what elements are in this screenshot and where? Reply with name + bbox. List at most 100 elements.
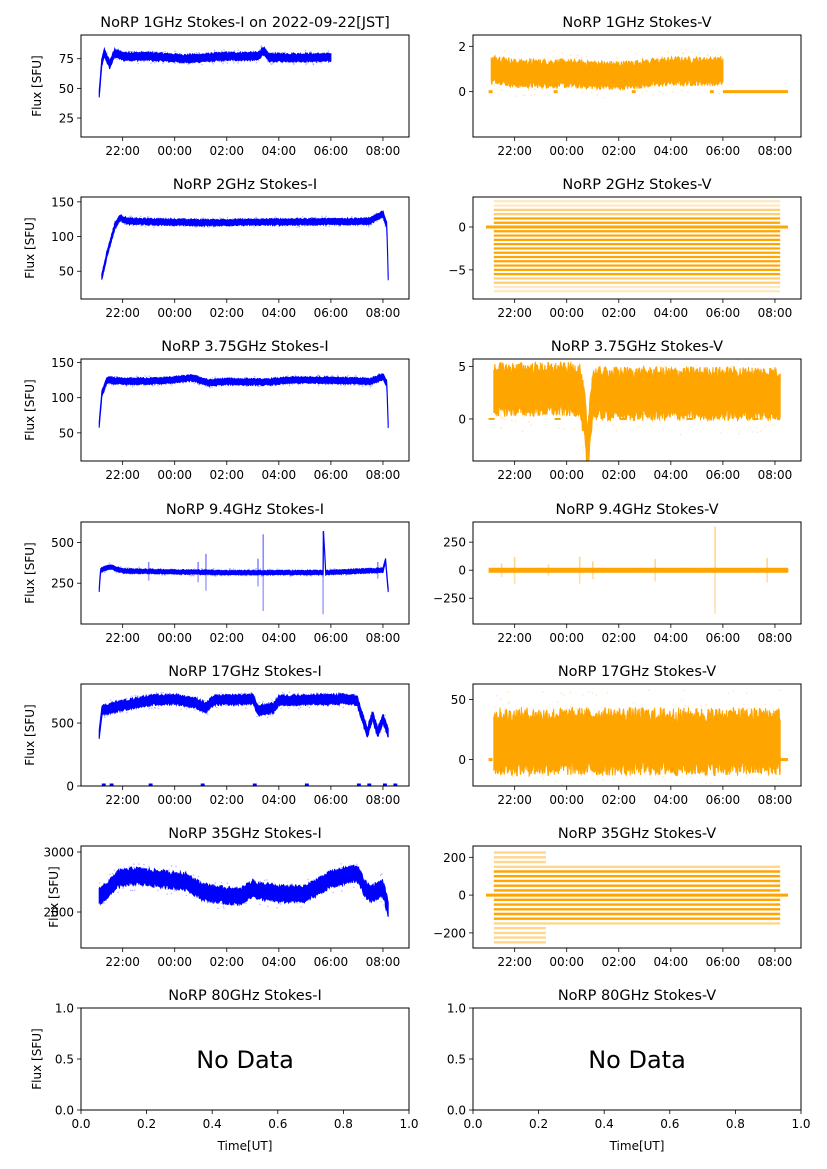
- data-point: [354, 374, 357, 377]
- data-point: [128, 215, 131, 218]
- data-point: [138, 53, 141, 55]
- data-point: [591, 91, 593, 94]
- data-point: [306, 575, 308, 577]
- data-point: [161, 59, 163, 62]
- data-point: [106, 708, 109, 711]
- data-point: [722, 355, 724, 357]
- data-point: [224, 60, 227, 62]
- data-point: [630, 711, 633, 714]
- data-point: [162, 62, 164, 65]
- data-point: [148, 865, 150, 868]
- data-point: [305, 52, 308, 54]
- data-point: [232, 696, 235, 699]
- data-point: [220, 692, 222, 694]
- data-point: [755, 426, 758, 429]
- data-point: [369, 386, 372, 388]
- data-point: [612, 711, 615, 714]
- x-tick-label: 02:00: [209, 468, 244, 482]
- data-point: [753, 363, 755, 366]
- data-point: [381, 897, 384, 900]
- data-point: [308, 706, 311, 709]
- data-point: [346, 877, 348, 879]
- data-point: [561, 711, 563, 714]
- data-point: [658, 90, 660, 92]
- plot-area: [488, 355, 788, 461]
- data-point: [383, 904, 385, 906]
- data-point: [259, 569, 261, 572]
- panel-title: NoRP 17GHz Stokes-I: [168, 664, 322, 680]
- data-point: [353, 383, 355, 386]
- data-point: [280, 693, 283, 696]
- data-point: [306, 382, 309, 385]
- data-point: [271, 570, 274, 572]
- data-point: [314, 695, 316, 698]
- data-point: [262, 574, 265, 577]
- data-point: [674, 355, 676, 357]
- data-point: [301, 216, 304, 218]
- data-point: [103, 571, 106, 573]
- y-axis-label: Flux [SFU]: [23, 217, 37, 278]
- data-point: [166, 893, 168, 895]
- data-point: [109, 565, 111, 568]
- data-point: [504, 747, 507, 750]
- x-tick-label: 00:00: [549, 793, 584, 807]
- data-point: [209, 573, 212, 576]
- data-point: [385, 221, 388, 224]
- data-point: [642, 759, 645, 762]
- data-point: [144, 699, 147, 702]
- data-point: [124, 567, 127, 569]
- data-point: [707, 751, 710, 753]
- x-tick-label: 04:00: [654, 144, 689, 158]
- data-point: [109, 64, 112, 66]
- plot-area: [101, 210, 389, 281]
- data-point: [384, 905, 386, 908]
- data-point: [655, 60, 657, 63]
- data-point: [236, 219, 238, 222]
- data-point: [257, 709, 260, 712]
- x-tick-label: 08:00: [758, 468, 793, 482]
- data-point: [627, 78, 630, 80]
- data-point: [274, 892, 277, 895]
- data-point: [100, 719, 103, 721]
- axes-frame: [472, 521, 802, 625]
- data-point: [760, 749, 763, 751]
- data-point: [245, 707, 247, 709]
- data-point: [381, 217, 383, 220]
- data-point: [340, 890, 343, 892]
- data-point: [298, 884, 300, 887]
- data-point: [304, 220, 306, 222]
- data-point: [282, 383, 285, 386]
- data-point: [265, 55, 268, 58]
- data-point: [281, 700, 284, 702]
- data-point: [352, 567, 355, 570]
- data-point: [248, 223, 250, 225]
- data-point: [244, 376, 247, 379]
- data-point: [357, 378, 360, 380]
- data-point: [194, 709, 196, 711]
- data-point: [230, 56, 232, 59]
- data-point: [581, 91, 584, 93]
- data-point: [548, 722, 550, 725]
- data-point: [253, 226, 255, 228]
- data-point: [329, 568, 331, 570]
- data-point: [731, 414, 734, 417]
- data-point: [603, 87, 606, 89]
- data-point: [579, 74, 582, 76]
- data-point: [285, 225, 287, 227]
- x-tick-label: 00:00: [157, 631, 192, 645]
- data-point: [140, 703, 142, 705]
- data-point: [692, 368, 695, 371]
- data-point: [125, 711, 128, 714]
- data-point: [118, 699, 121, 702]
- data-point: [211, 574, 214, 576]
- data-point: [558, 389, 560, 392]
- data-point: [639, 733, 642, 736]
- data-point: [258, 702, 260, 704]
- y-tick-label: 50: [59, 82, 74, 96]
- data-point: [293, 63, 295, 66]
- data-point: [527, 410, 530, 413]
- data-point: [268, 569, 270, 572]
- data-point: [714, 59, 717, 62]
- data-point: [161, 221, 163, 223]
- x-tick-label: 02:00: [209, 631, 244, 645]
